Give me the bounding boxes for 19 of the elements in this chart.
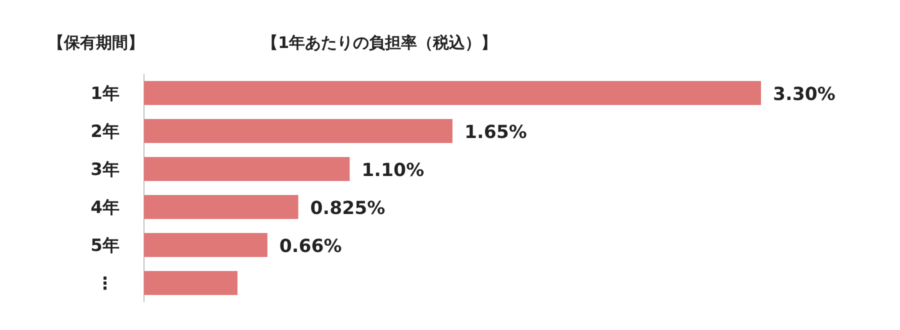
y-tick-label: 2年 — [90, 122, 120, 142]
data-label: 1.65% — [464, 122, 527, 143]
y-tick-label: 1年 — [90, 84, 120, 104]
y-tick-label: 3年 — [90, 160, 120, 180]
bar — [144, 195, 298, 219]
bar — [144, 157, 350, 181]
data-label: 0.66% — [279, 236, 342, 257]
y-axis-title: 【保有期間】 — [48, 33, 144, 52]
bar — [144, 119, 452, 143]
y-tick-label: 5年 — [90, 236, 120, 256]
bar — [144, 271, 238, 295]
y-tick-label: 4年 — [90, 198, 120, 218]
chart-title: 【1年あたりの負担率（税込）】 — [262, 33, 498, 52]
data-label: 0.825% — [310, 198, 386, 219]
data-label: 3.30% — [773, 84, 836, 105]
bar — [144, 233, 268, 257]
data-label: 1.10% — [362, 160, 424, 181]
y-tick-label: ⋮ — [96, 274, 114, 294]
bar — [144, 81, 761, 105]
